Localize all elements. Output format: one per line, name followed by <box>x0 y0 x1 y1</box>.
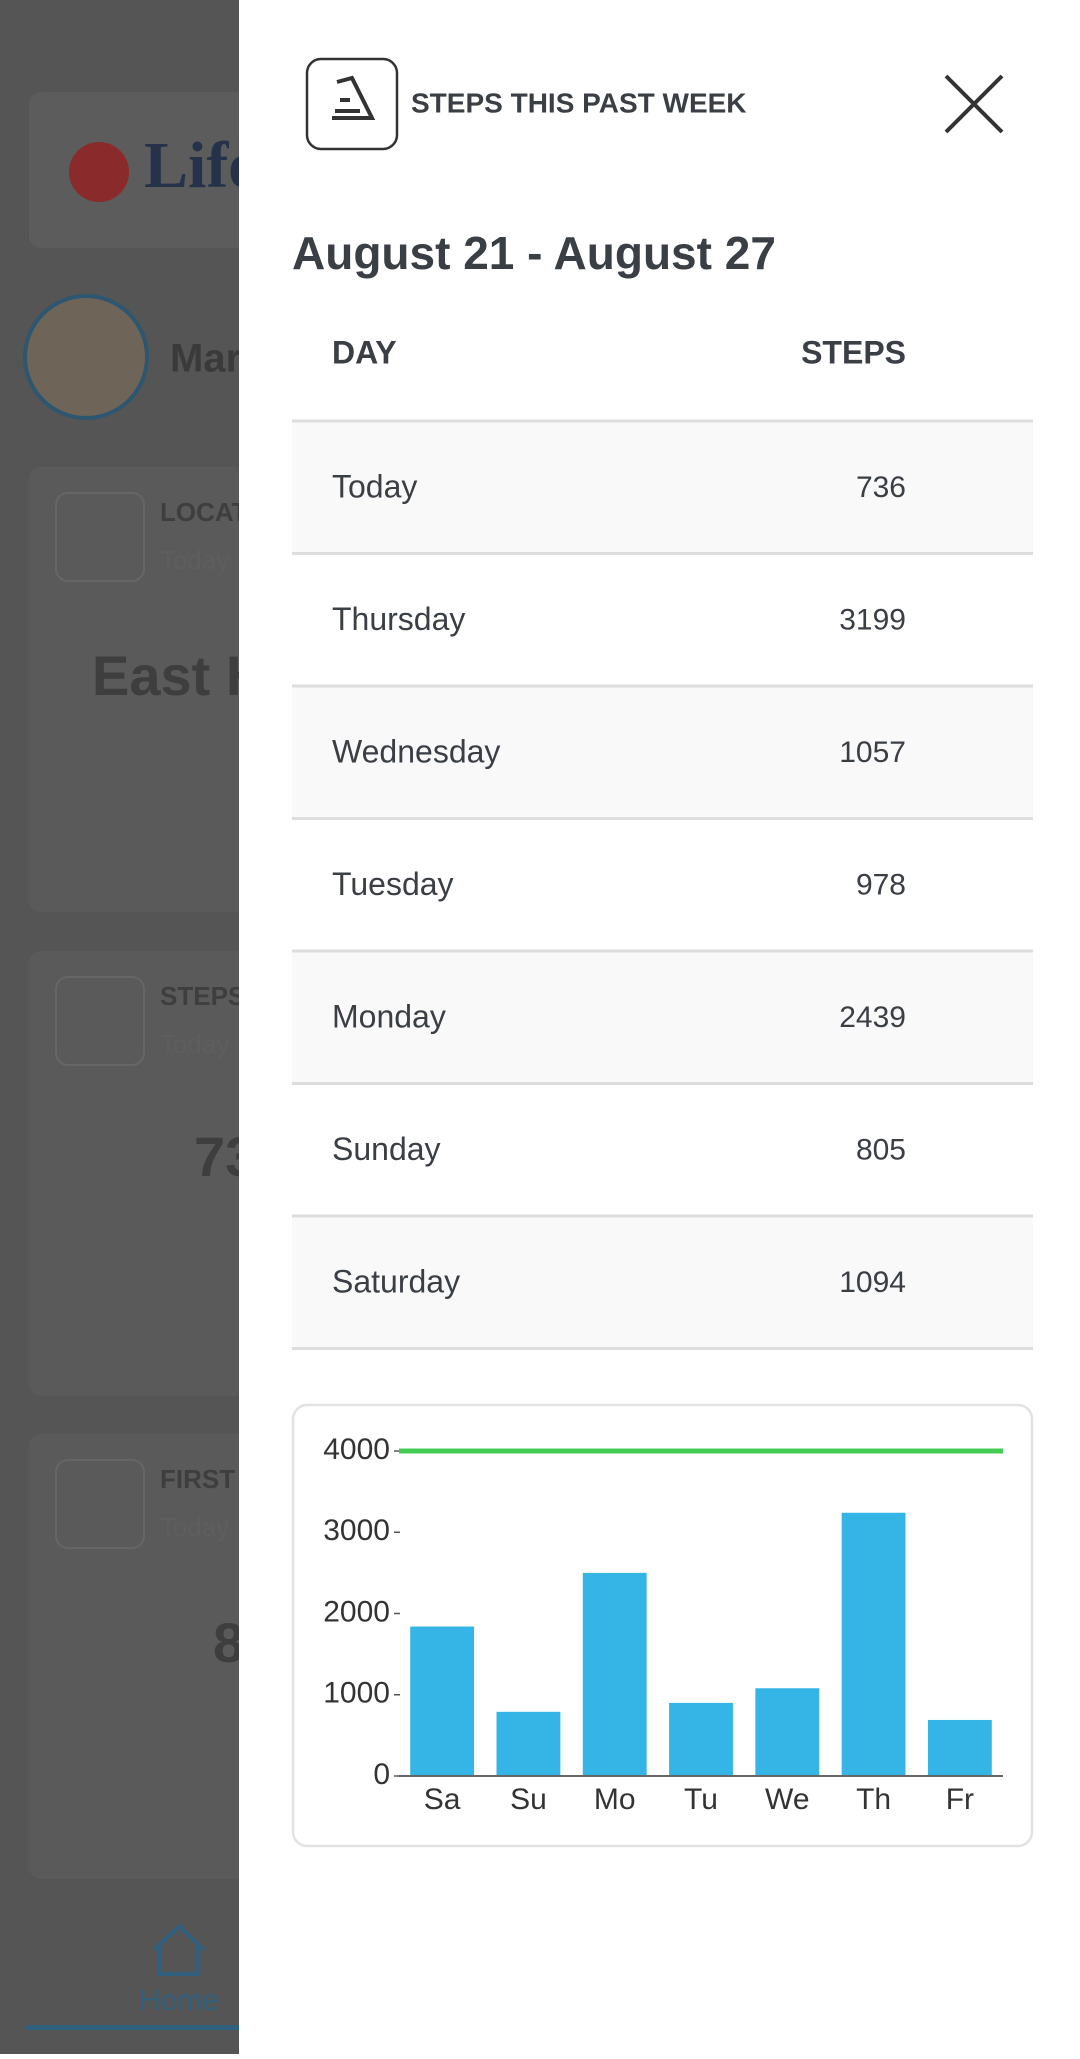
card-value: East H <box>92 644 266 707</box>
close-button[interactable] <box>944 74 1004 134</box>
day-cell: Wednesday <box>332 734 500 770</box>
chart-card <box>291 1403 1034 1848</box>
home-icon <box>152 1923 206 1976</box>
bar <box>496 1711 561 1776</box>
day-cell: Tuesday <box>332 866 454 902</box>
steps-cell: 1094 <box>839 1266 906 1299</box>
nav-underline <box>26 2025 239 2030</box>
steps-cell: 736 <box>856 471 906 504</box>
y-tick-label: 0 <box>373 1758 390 1791</box>
steps-cell: 2439 <box>839 1001 906 1034</box>
table-row <box>292 555 1033 686</box>
steps-cell: 1057 <box>839 736 906 769</box>
logo-icon <box>69 142 129 202</box>
shoe-icon <box>332 75 376 120</box>
card-label: FIRST <box>160 1464 235 1494</box>
user-name: Mar <box>170 337 241 381</box>
y-tick-label: 1000 <box>323 1677 390 1710</box>
day-cell: Saturday <box>332 1264 460 1300</box>
card-icon <box>55 1459 145 1549</box>
card-label: STEPS <box>160 981 245 1011</box>
nav-home[interactable]: Home <box>139 1984 219 2017</box>
table-row <box>292 422 1033 554</box>
day-cell: Monday <box>332 999 446 1035</box>
table-row <box>292 687 1033 819</box>
card <box>29 1434 289 1879</box>
card-value: 8 <box>213 1611 244 1674</box>
chart: 0 1000 2000 3000 4000 Sa Su Mo Tu We Th Fr <box>323 1433 1003 1816</box>
table: Today 736 Thursday 3199 Wednesday 1057 Tuesday… <box>292 419 1033 1350</box>
card-icon <box>55 976 145 1066</box>
card-sub: Today <box>160 545 229 575</box>
y-tick-label: 4000 <box>323 1433 390 1466</box>
bar <box>669 1702 733 1776</box>
column-header: DAY <box>332 334 397 370</box>
card <box>29 467 289 912</box>
steps-cell: 805 <box>856 1134 906 1167</box>
avatar <box>23 294 149 420</box>
bar <box>582 1572 647 1776</box>
day-cell: Sunday <box>332 1131 441 1167</box>
bar <box>841 1512 906 1776</box>
card-sub: Today <box>160 1512 229 1542</box>
bar <box>410 1626 475 1776</box>
day-cell: Thursday <box>332 601 465 637</box>
table-row <box>292 820 1033 951</box>
date-range: August 21 - August 27 <box>292 227 776 279</box>
bar <box>755 1688 820 1776</box>
x-tick-label: Th <box>856 1783 891 1816</box>
panel-title: STEPS THIS PAST WEEK <box>411 87 747 118</box>
card-sub: Today <box>160 1029 229 1059</box>
day-cell: Today <box>332 469 417 505</box>
card-icon <box>55 492 145 582</box>
x-tick-label: We <box>765 1783 809 1816</box>
logo-card <box>29 92 289 248</box>
table-row <box>292 1217 1033 1349</box>
card-label: LOCAT <box>160 497 248 527</box>
column-header: STEPS <box>801 334 906 370</box>
y-tick-label: 3000 <box>323 1514 390 1547</box>
table-row <box>292 952 1033 1084</box>
x-tick-label: Sa <box>424 1783 461 1816</box>
x-tick-label: Tu <box>684 1783 718 1816</box>
card <box>29 951 289 1396</box>
bar <box>927 1719 992 1776</box>
steps-cell: 3199 <box>839 604 906 637</box>
y-tick-label: 2000 <box>323 1595 390 1628</box>
x-tick-label: Mo <box>594 1783 636 1816</box>
steps-cell: 978 <box>856 869 906 902</box>
x-tick-label: Su <box>510 1783 547 1816</box>
steps-icon-box <box>305 57 399 151</box>
x-tick-label: Fr <box>946 1783 974 1816</box>
table-row <box>292 1085 1033 1216</box>
logo: Life <box>144 129 258 202</box>
